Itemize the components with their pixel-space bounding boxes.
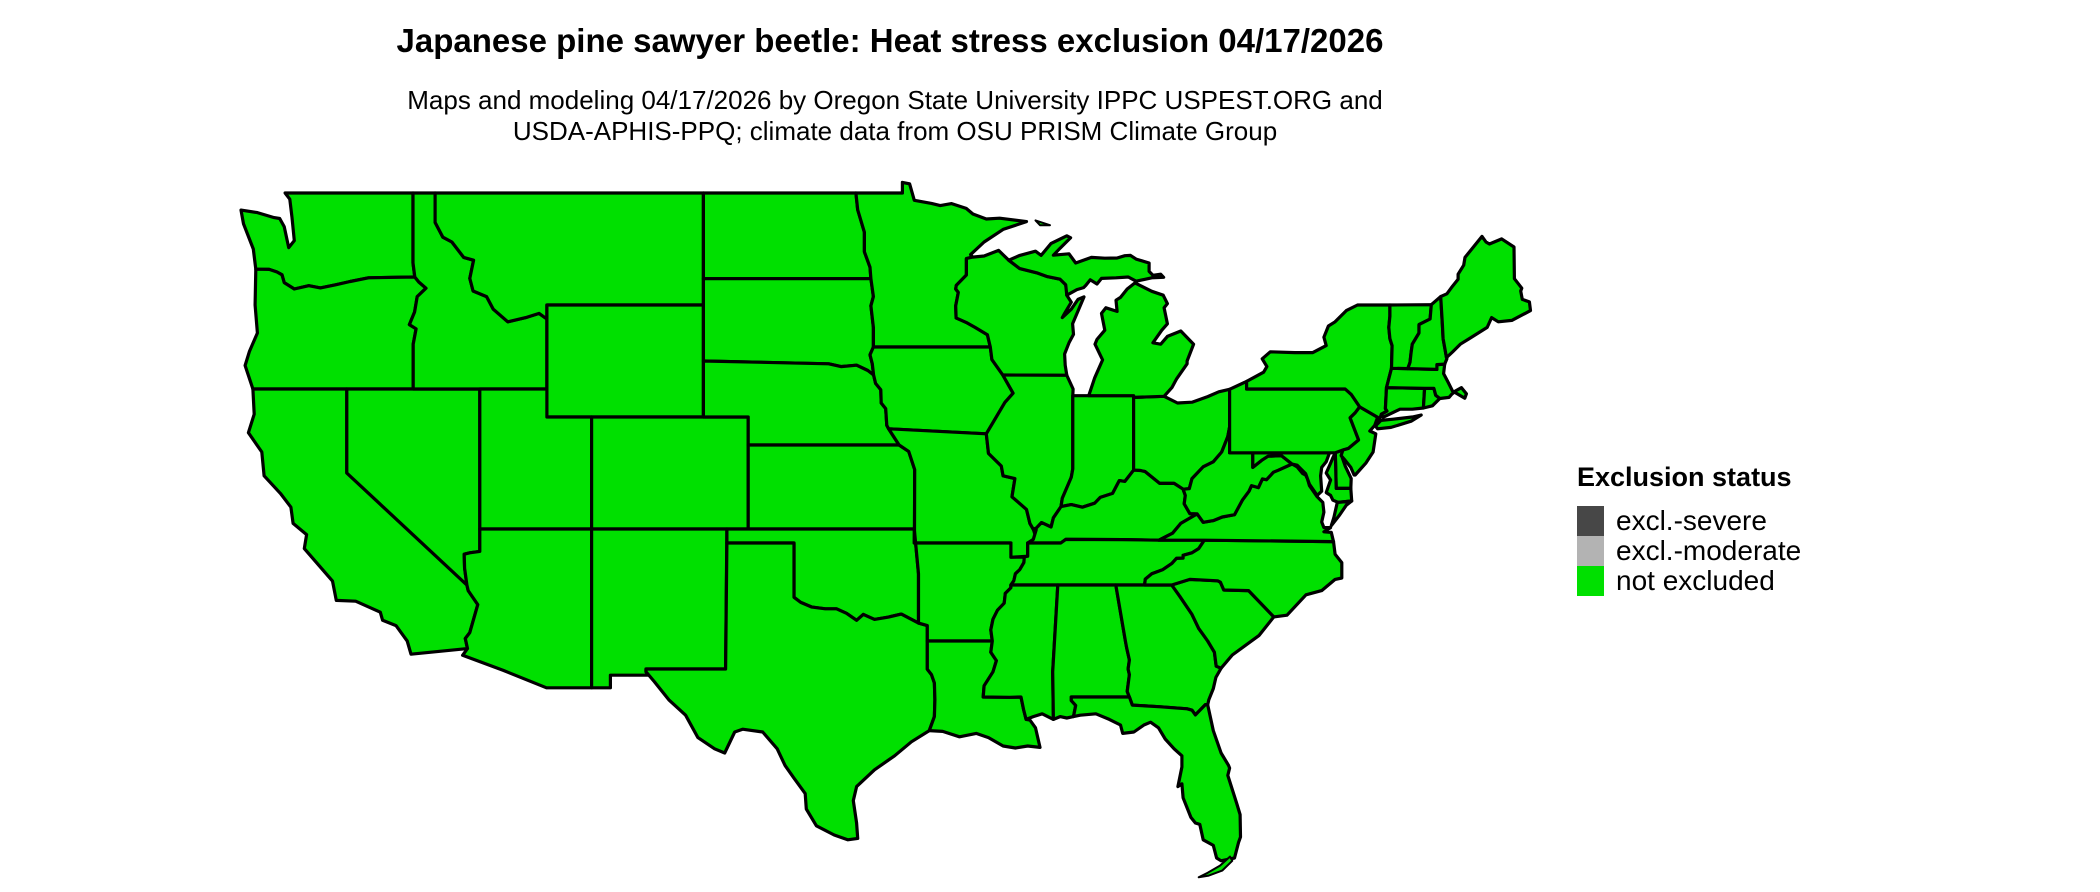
state-fl <box>1069 695 1243 863</box>
legend-item-moderate: excl.-moderate <box>1577 536 1801 566</box>
state-or <box>243 267 428 391</box>
state-ct <box>1379 386 1427 419</box>
not-excluded-label: not excluded <box>1616 565 1775 596</box>
attribution-line-1: Maps and modeling 04/17/2026 by Oregon S… <box>407 85 1383 115</box>
legend-item-not-excluded: not excluded <box>1577 566 1801 596</box>
severe-color-swatch <box>1577 506 1604 536</box>
attribution-line-2: USDA-APHIS-PPQ; climate data from OSU PR… <box>512 116 1278 146</box>
state-ks <box>746 443 917 531</box>
moderate-color-swatch <box>1577 536 1604 566</box>
not-excluded-color-swatch <box>1577 566 1604 596</box>
state-co <box>590 415 750 531</box>
state-me <box>1439 234 1533 360</box>
state-nd <box>701 191 873 281</box>
state-fl-keys <box>1197 855 1234 879</box>
legend-title: Exclusion status <box>1577 462 1792 492</box>
state-md <box>1251 451 1332 497</box>
map-attribution: Maps and modeling 04/17/2026 by Oregon S… <box>230 85 1560 147</box>
state-nj <box>1339 405 1380 477</box>
state-mi-up <box>1007 234 1166 297</box>
legend-item-severe: excl.-severe <box>1577 506 1801 536</box>
state-isle-royale <box>1034 219 1051 227</box>
state-ny-li <box>1373 413 1423 431</box>
state-nm <box>590 527 729 690</box>
state-nc <box>1143 538 1344 619</box>
severe-label: excl.-severe <box>1616 505 1767 536</box>
legend: Exclusion status excl.-severe excl.-mode… <box>1577 462 1801 596</box>
state-mi-lp <box>1087 281 1196 399</box>
state-md-es <box>1324 451 1354 504</box>
state-tx <box>644 541 937 842</box>
state-ms <box>981 583 1060 721</box>
state-wy <box>545 303 705 419</box>
state-wv <box>1181 425 1294 524</box>
state-pa <box>1228 379 1362 455</box>
page-title: Japanese pine sawyer beetle: Heat stress… <box>396 22 1384 59</box>
state-az <box>461 527 594 690</box>
state-va-es <box>1329 499 1354 528</box>
moderate-label: excl.-moderate <box>1616 535 1802 566</box>
